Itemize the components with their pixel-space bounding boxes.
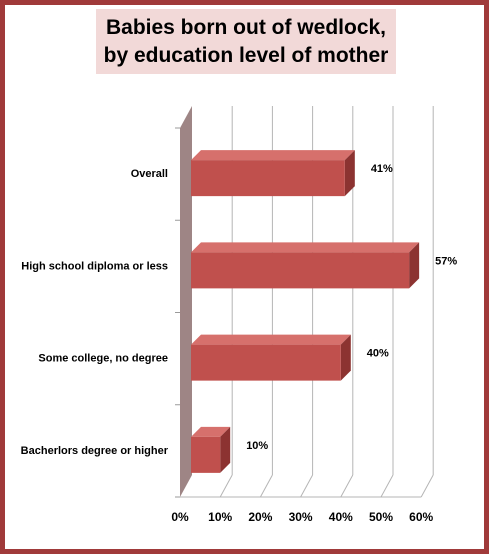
side-wall [180, 106, 192, 497]
category-label: Bacherlors degree or higher [21, 445, 169, 457]
x-tick-label: 20% [248, 510, 272, 524]
bar [191, 344, 341, 381]
chart-title-line-2: by education level of mother [103, 44, 389, 67]
x-tick-label: 10% [208, 510, 232, 524]
chart-title-line-1: Babies born out of wedlock, [105, 16, 387, 39]
category-label: Overall [131, 168, 168, 180]
floor-gridline [420, 474, 434, 498]
bar-top [191, 150, 355, 161]
bar-top [191, 334, 351, 345]
category-label: High school diploma or less [21, 260, 168, 272]
title-background [96, 9, 396, 74]
bar-top [191, 242, 420, 253]
floor-gridline [300, 474, 314, 498]
data-label: 40% [367, 348, 389, 360]
data-label: 10% [246, 440, 268, 452]
bar-side [340, 334, 351, 381]
bar-side [220, 426, 231, 473]
bar-side [409, 242, 420, 289]
floor-gridline [380, 474, 394, 498]
bar-top [191, 426, 231, 437]
x-tick-label: 30% [289, 510, 313, 524]
floor-gridline [219, 474, 233, 498]
floor-gridline [340, 474, 354, 498]
data-label: 41% [371, 163, 393, 175]
bar [191, 160, 345, 197]
x-tick-label: 50% [369, 510, 393, 524]
bar [191, 252, 410, 289]
data-label: 57% [435, 255, 457, 267]
bar [191, 436, 221, 473]
bar-side [344, 150, 355, 197]
x-tick-label: 0% [171, 510, 189, 524]
x-tick-label: 40% [329, 510, 353, 524]
floor-gridline [259, 474, 273, 498]
category-label: Some college, no degree [38, 353, 168, 365]
x-tick-label: 60% [409, 510, 433, 524]
